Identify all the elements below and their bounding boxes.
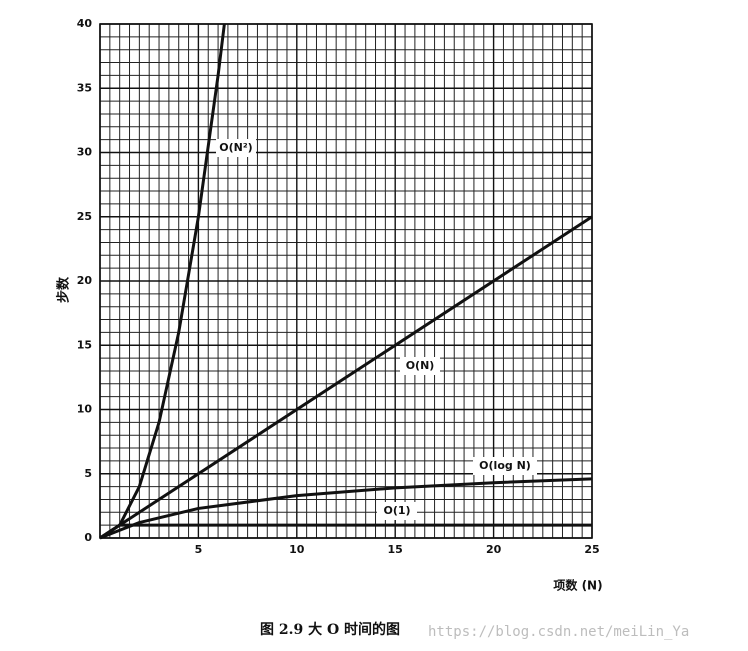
y-tick-label: 5 xyxy=(84,467,92,480)
series-label: O(1) xyxy=(383,504,410,517)
watermark: https://blog.csdn.net/meiLin_Ya xyxy=(428,624,689,640)
series-label: O(N²) xyxy=(219,141,252,154)
series-label-bg xyxy=(377,502,417,520)
y-tick-label: 35 xyxy=(77,81,92,94)
chart-title: 图 2.9 大 O 时间的图 xyxy=(260,621,400,638)
x-tick-label: 20 xyxy=(486,543,502,556)
x-tick-label: 10 xyxy=(289,543,305,556)
y-tick-label: 40 xyxy=(77,17,93,30)
x-tick-label: 5 xyxy=(195,543,203,556)
y-tick-label: 30 xyxy=(77,146,93,159)
x-tick-label: 15 xyxy=(388,543,403,556)
series-label-bg xyxy=(216,139,256,157)
y-tick-label: 25 xyxy=(77,210,92,223)
series-label-bg xyxy=(473,457,537,475)
series-label: O(log N) xyxy=(479,459,531,472)
y-tick-label: 10 xyxy=(77,403,93,416)
series-line xyxy=(99,523,592,540)
y-tick-label: 15 xyxy=(77,338,92,351)
series-line xyxy=(99,477,593,540)
y-tick-label: 20 xyxy=(77,274,93,287)
series-label-bg xyxy=(400,357,440,375)
x-tick-label: 25 xyxy=(584,543,599,556)
x-axis-label: 项数 (N) xyxy=(553,578,602,593)
series-label: O(N) xyxy=(406,359,435,372)
y-axis-label: 步数 xyxy=(56,276,72,303)
y-tick-label: 0 xyxy=(84,531,92,544)
series-line xyxy=(99,215,593,540)
series-line xyxy=(99,23,226,540)
plot-frame xyxy=(99,23,593,539)
